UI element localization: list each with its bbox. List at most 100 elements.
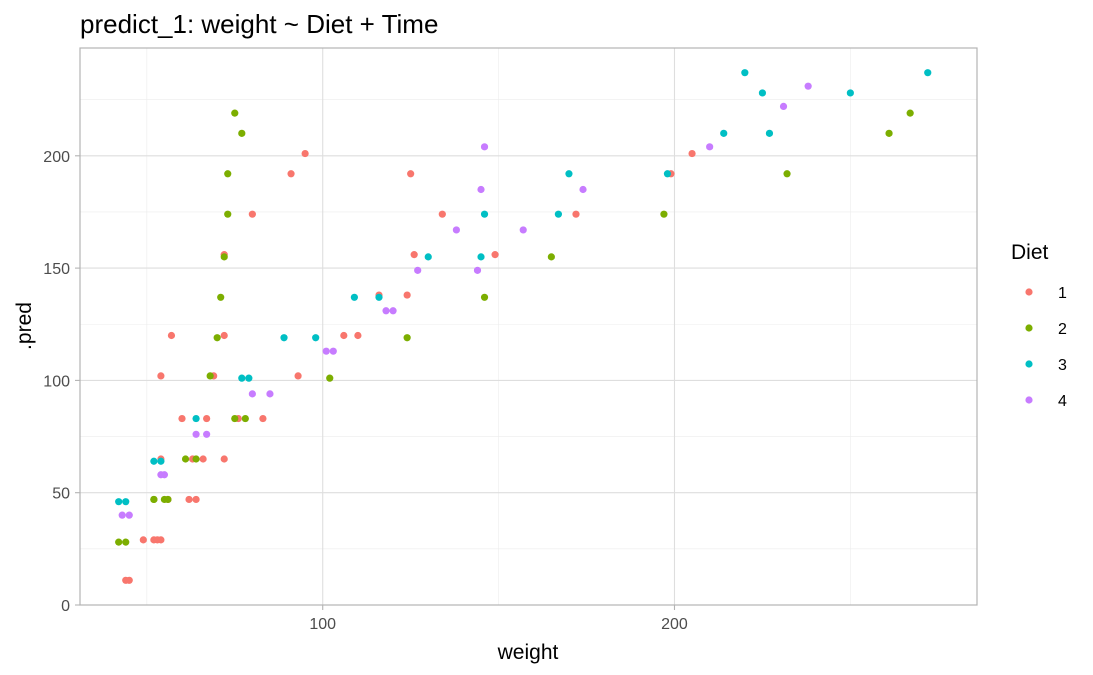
data-point [139,536,147,544]
data-point [924,69,932,77]
data-point [473,266,482,274]
data-point [280,334,288,342]
data-point [231,109,239,117]
data-point [115,538,123,546]
data-point [779,102,788,110]
data-point [885,129,893,137]
data-point [122,538,130,546]
data-point [846,89,854,97]
data-point [118,511,126,519]
data-point [160,471,169,479]
data-point [238,374,246,382]
data-point [157,536,165,544]
series-diet-4 [118,82,812,519]
legend-key [1025,324,1033,332]
data-point [213,334,221,342]
data-point [410,251,418,259]
data-point [150,457,158,465]
data-point [185,495,193,504]
data-point [477,253,485,261]
data-point [403,334,411,342]
legend-label: 4 [1058,393,1067,410]
data-point [192,430,200,438]
data-point [765,129,774,137]
data-point [220,331,228,340]
data-point [354,331,362,340]
data-point [326,374,334,382]
data-point [547,253,555,261]
legend-key [1025,288,1033,296]
legend-item-4: 4 [1025,393,1067,410]
data-point [231,414,239,423]
chart-title: predict_1: weight ~ Diet + Time [80,9,438,39]
data-point [167,331,176,340]
data-point [554,210,563,218]
data-point [312,334,320,342]
data-point [150,495,158,504]
data-point [480,293,489,301]
y-axis-title: .pred [13,302,36,350]
data-point [804,82,812,90]
data-point [192,455,200,463]
data-point [403,291,411,299]
data-point [758,89,767,97]
data-point [663,170,672,178]
data-point [660,210,668,218]
data-point [688,149,696,158]
data-point [157,457,165,465]
data-point [259,414,267,423]
data-point [157,372,165,380]
data-point [245,374,253,382]
x-axis-title: weight [497,641,559,664]
data-point [322,347,330,355]
data-point [203,414,211,423]
data-point [220,253,228,261]
data-point [224,170,232,178]
data-point [217,293,225,301]
data-point [266,390,274,398]
series-diet-3 [115,69,932,506]
data-point [329,347,337,355]
data-point [287,170,295,178]
data-point [565,170,573,178]
data-point [125,511,133,519]
data-point [248,390,256,398]
data-point [340,331,348,340]
legend-label: 1 [1058,285,1067,302]
data-point [519,226,527,234]
data-point [115,498,123,506]
legend: Diet 1 2 3 4 [1011,241,1067,410]
legend-key [1025,360,1033,368]
data-points [115,69,932,584]
data-point [238,129,246,137]
data-point [407,170,415,178]
major-gridlines [80,48,977,606]
data-point [241,414,249,423]
data-point [178,414,186,423]
y-tick-label: 50 [52,486,70,503]
x-tick-label: 200 [661,616,688,633]
y-axis-ticks: 0 50 100 150 200 [43,149,80,615]
legend-item-1: 1 [1025,285,1067,302]
legend-item-3: 3 [1025,357,1067,374]
data-point [706,143,714,151]
data-point [375,293,383,301]
data-point [572,210,580,218]
data-point [181,455,190,463]
series-diet-1 [122,149,696,584]
data-point [122,498,130,506]
data-point [389,307,397,315]
legend-item-2: 2 [1025,321,1067,338]
data-point [382,307,390,315]
legend-label: 3 [1058,357,1067,374]
data-point [741,69,749,77]
data-point [480,143,489,151]
panel-border [79,47,978,606]
y-tick-label: 150 [43,261,70,278]
data-point [783,170,791,178]
y-tick-label: 100 [43,373,70,390]
x-axis-ticks: 100 200 [309,605,688,633]
minor-gridlines [80,48,977,605]
data-point [224,210,232,218]
